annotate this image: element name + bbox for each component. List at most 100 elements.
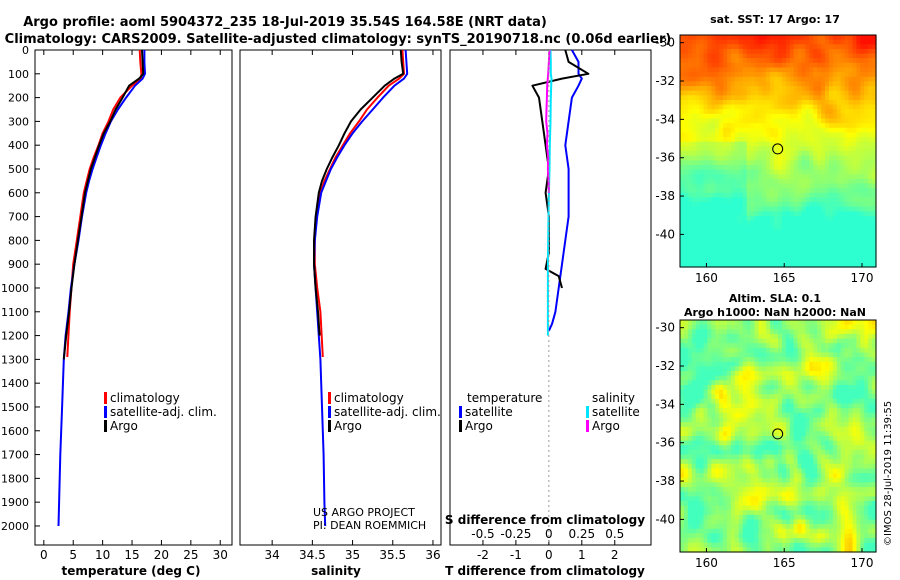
sla_map-cell [680, 487, 685, 493]
sla_map-cell [774, 380, 779, 386]
sst_map-cell [848, 39, 854, 45]
sst_map-cell [766, 151, 771, 157]
sla_map-cell [719, 384, 724, 391]
sla_map-cell [750, 454, 756, 460]
sla_map-cell [766, 510, 771, 516]
sst_map-cell [805, 178, 810, 185]
sst_map-cell [840, 248, 846, 254]
sla_map-cell [762, 463, 767, 470]
sla_map-cell [872, 440, 877, 446]
sst_map-cell [711, 188, 716, 194]
sst_map-cell [770, 197, 775, 203]
sla_map-cell [695, 403, 701, 409]
sla_map-cell [758, 473, 763, 479]
sla_map-cell [778, 514, 783, 521]
sla_map-cell [864, 343, 869, 349]
sla_map-cell [754, 417, 759, 423]
sla_map-cell [778, 528, 783, 535]
sla_map-cell [711, 431, 716, 437]
sst_map-cell [703, 178, 709, 185]
sst_map-cell [860, 146, 865, 152]
sla_map-cell [750, 361, 756, 367]
sla_map-cell [699, 477, 705, 483]
sst_map-cell [844, 67, 850, 73]
sst_map-cell [738, 53, 744, 59]
sst_map-cell [727, 113, 732, 120]
sla_map-cell [797, 417, 803, 423]
sst_map-cell [683, 225, 689, 231]
sla_map-cell [750, 524, 756, 530]
sla_map-cell [774, 403, 779, 409]
sst_map-cell [719, 178, 724, 185]
sla_map-cell [813, 366, 818, 372]
sla_map-cell [680, 449, 685, 456]
sst_map-cell [691, 72, 697, 78]
sla_map-cell [691, 426, 697, 432]
sst_map-cell [727, 109, 732, 115]
sla_map-cell [707, 496, 712, 502]
sst_map-cell [872, 141, 877, 147]
sla_map-cell [821, 491, 826, 497]
sst_map-cell [832, 192, 838, 198]
sla_map-cell [699, 482, 705, 488]
sla_map-cell [691, 482, 697, 488]
sst_map-cell [864, 239, 869, 245]
sla_map-cell [825, 514, 830, 521]
sla_map-cell [727, 324, 732, 330]
sst_map-cell [860, 197, 865, 203]
sla_map-cell [738, 491, 744, 497]
sst_map-cell [723, 76, 728, 82]
sla_map-cell [844, 366, 850, 372]
sst_map-cell [770, 35, 775, 41]
sla_map-cell [703, 333, 709, 340]
sst_map-cell [766, 225, 771, 231]
sst_map-cell [766, 113, 771, 120]
sst_map-xtick-label: 170 [851, 271, 874, 285]
sla_map-cell [852, 324, 857, 330]
sla_map-cell [785, 524, 791, 530]
sst_map-cell [817, 206, 822, 212]
sla_map-cell [734, 361, 740, 367]
sla_map-cell [805, 375, 810, 381]
sla_map-cell [817, 449, 822, 456]
sla_map-cell [758, 528, 763, 535]
sst_map-cell [852, 262, 857, 268]
sla_map-cell [781, 371, 787, 377]
sst_map-cell [691, 90, 697, 96]
sst_map-cell [707, 160, 712, 166]
sla_map-cell [793, 524, 799, 530]
sla_map-cell [774, 463, 779, 470]
sst_map-cell [683, 141, 689, 147]
sla_map-cell [750, 510, 756, 516]
sla_map-cell [785, 468, 791, 474]
sla_map-cell [781, 528, 787, 535]
sst_map-cell [734, 95, 740, 101]
sst_map-cell [852, 248, 857, 254]
sla_map-cell [742, 473, 748, 479]
sst_map-cell [785, 35, 791, 41]
sst_map-cell [852, 72, 857, 78]
sla_map-cell [785, 394, 791, 400]
sst_map-cell [742, 113, 748, 120]
sst_map-cell [864, 44, 869, 50]
sla_map-cell [734, 357, 740, 363]
sla_map-cell [687, 338, 693, 344]
sla_map-cell [742, 445, 748, 451]
sst_map-cell [774, 109, 779, 115]
sla_map-cell [730, 324, 736, 330]
sst_map-cell [813, 243, 818, 250]
sla_map-cell [848, 375, 854, 381]
sst_map-cell [864, 141, 869, 147]
sst_map-cell [730, 239, 736, 245]
sla_map-cell [793, 320, 799, 326]
difference-legend-s-argo-label: Argo [592, 419, 620, 433]
sla_map-cell [754, 338, 759, 344]
sst_map-cell [836, 113, 842, 120]
sst_map-cell [778, 99, 783, 106]
sst_map-cell [730, 253, 736, 259]
sla_map-cell [750, 347, 756, 354]
sla_map-cell [801, 519, 807, 525]
sla_map-cell [738, 394, 744, 400]
sla_map-cell [707, 510, 712, 516]
